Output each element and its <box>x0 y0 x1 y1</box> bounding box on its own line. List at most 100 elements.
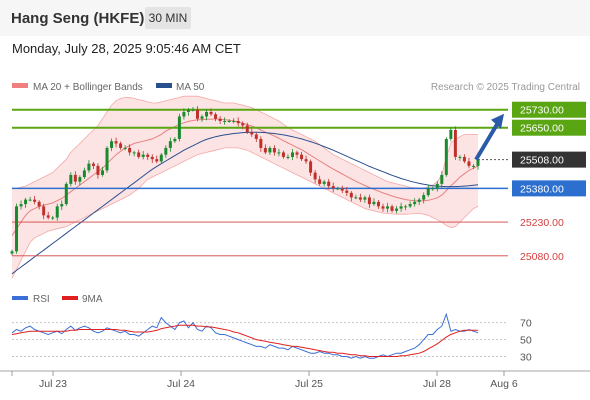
candle-body <box>449 129 453 139</box>
resistance-label-box <box>512 101 586 118</box>
rsi-legend-swatch <box>12 296 28 300</box>
candle-body <box>128 147 132 153</box>
candle-body <box>51 217 55 219</box>
timestamp: Monday, July 28, 2025 9:05:46 AM CET <box>12 41 241 56</box>
candle-body <box>426 188 430 196</box>
candle-body <box>42 206 46 216</box>
candle-body <box>381 206 385 209</box>
candle-body <box>137 152 141 157</box>
candle-body <box>444 138 448 175</box>
candle-body <box>55 206 59 218</box>
candle-body <box>431 188 435 190</box>
candle-body <box>15 206 19 252</box>
last-price-label: 25508.00 <box>520 155 564 167</box>
candle-body <box>399 206 403 209</box>
candle-body <box>28 199 32 201</box>
time-tick-label: Jul 23 <box>39 378 67 390</box>
candle-body <box>232 120 236 122</box>
resistance-label: 25650.00 <box>520 123 564 135</box>
candle-body <box>295 152 299 155</box>
candle-body <box>349 192 353 198</box>
pivot-label-box <box>512 180 586 197</box>
candle-body <box>309 161 313 173</box>
candle-body <box>462 156 466 162</box>
candle-body <box>46 215 50 218</box>
ma50-legend-label: MA 50 <box>176 82 205 93</box>
candle-body <box>164 147 168 155</box>
forecast-arrow <box>474 121 500 161</box>
ma50-line <box>11 131 479 275</box>
bollinger-upper-line <box>12 95 478 189</box>
candle-body <box>241 123 245 126</box>
candle-body <box>182 111 186 117</box>
candle-body <box>304 159 308 162</box>
bollinger-band <box>12 96 478 279</box>
time-tick-label: Aug 6 <box>490 378 518 390</box>
pivot-label: 25380.00 <box>520 183 564 195</box>
candle-body <box>336 188 340 190</box>
candle-body <box>340 188 344 191</box>
candle-body <box>64 183 68 205</box>
candle-body <box>277 152 281 154</box>
candle-body <box>114 141 118 144</box>
resistance-label: 25730.00 <box>520 105 564 117</box>
candle-body <box>363 197 367 200</box>
candle-body <box>372 201 376 205</box>
time-tick-label: Jul 25 <box>295 378 323 390</box>
candle-body <box>37 201 41 207</box>
support-label: 25080.00 <box>520 251 564 263</box>
candle-body <box>286 156 290 158</box>
candle-body <box>390 206 394 211</box>
rsi-line <box>11 312 479 359</box>
candle-body <box>200 116 204 119</box>
candle-body <box>453 129 457 157</box>
rsi-plot: 70 50 30 <box>11 312 532 364</box>
candle-body <box>82 170 86 178</box>
candle-body <box>467 161 471 166</box>
candle-body <box>236 120 240 124</box>
resistance-label-box <box>512 119 586 136</box>
ma20-legend-label: MA 20 + Bollinger Bands <box>33 82 143 93</box>
candle-body <box>254 134 258 139</box>
candle-body <box>440 174 444 184</box>
bollinger-lower-line <box>11 147 479 279</box>
candle-body <box>417 199 421 202</box>
candle-body <box>413 201 417 205</box>
rsi-tick-label: 50 <box>520 335 532 347</box>
candle-body <box>33 199 37 202</box>
candle-body <box>78 177 82 182</box>
candle-body <box>386 206 390 209</box>
timeframe-button[interactable]: 30 MIN <box>145 7 191 29</box>
candle-body <box>331 186 335 189</box>
forecast-arrow-head <box>491 113 504 129</box>
candle-body <box>327 181 331 187</box>
candle-body <box>186 109 190 112</box>
candle-body <box>435 183 439 189</box>
candle-body <box>367 197 371 205</box>
chart-title: Hang Seng (HKFE) <box>11 10 145 27</box>
candle-body <box>471 165 475 167</box>
candle-body <box>96 165 100 175</box>
candle-body <box>105 147 109 171</box>
candle-body <box>358 197 362 200</box>
candle-body <box>205 111 209 117</box>
time-tick-label: Jul 28 <box>423 378 451 390</box>
support-label: 25230.00 <box>520 217 564 229</box>
candle-body <box>132 152 136 154</box>
candle-body <box>100 170 104 175</box>
candle-body <box>195 109 199 119</box>
rsi-legend-label: RSI <box>33 294 50 305</box>
ma20-legend-swatch <box>12 83 28 88</box>
candle-body <box>209 111 213 115</box>
candle-body <box>223 120 227 122</box>
candle-body <box>354 197 358 199</box>
candle-body <box>177 116 181 139</box>
candle-body <box>214 114 218 119</box>
ma20-line <box>11 118 479 236</box>
candle-body <box>218 118 222 121</box>
candle-body <box>69 174 73 184</box>
candle-body <box>318 179 322 184</box>
last-price-label-box <box>512 151 586 168</box>
candle-body <box>91 163 95 166</box>
